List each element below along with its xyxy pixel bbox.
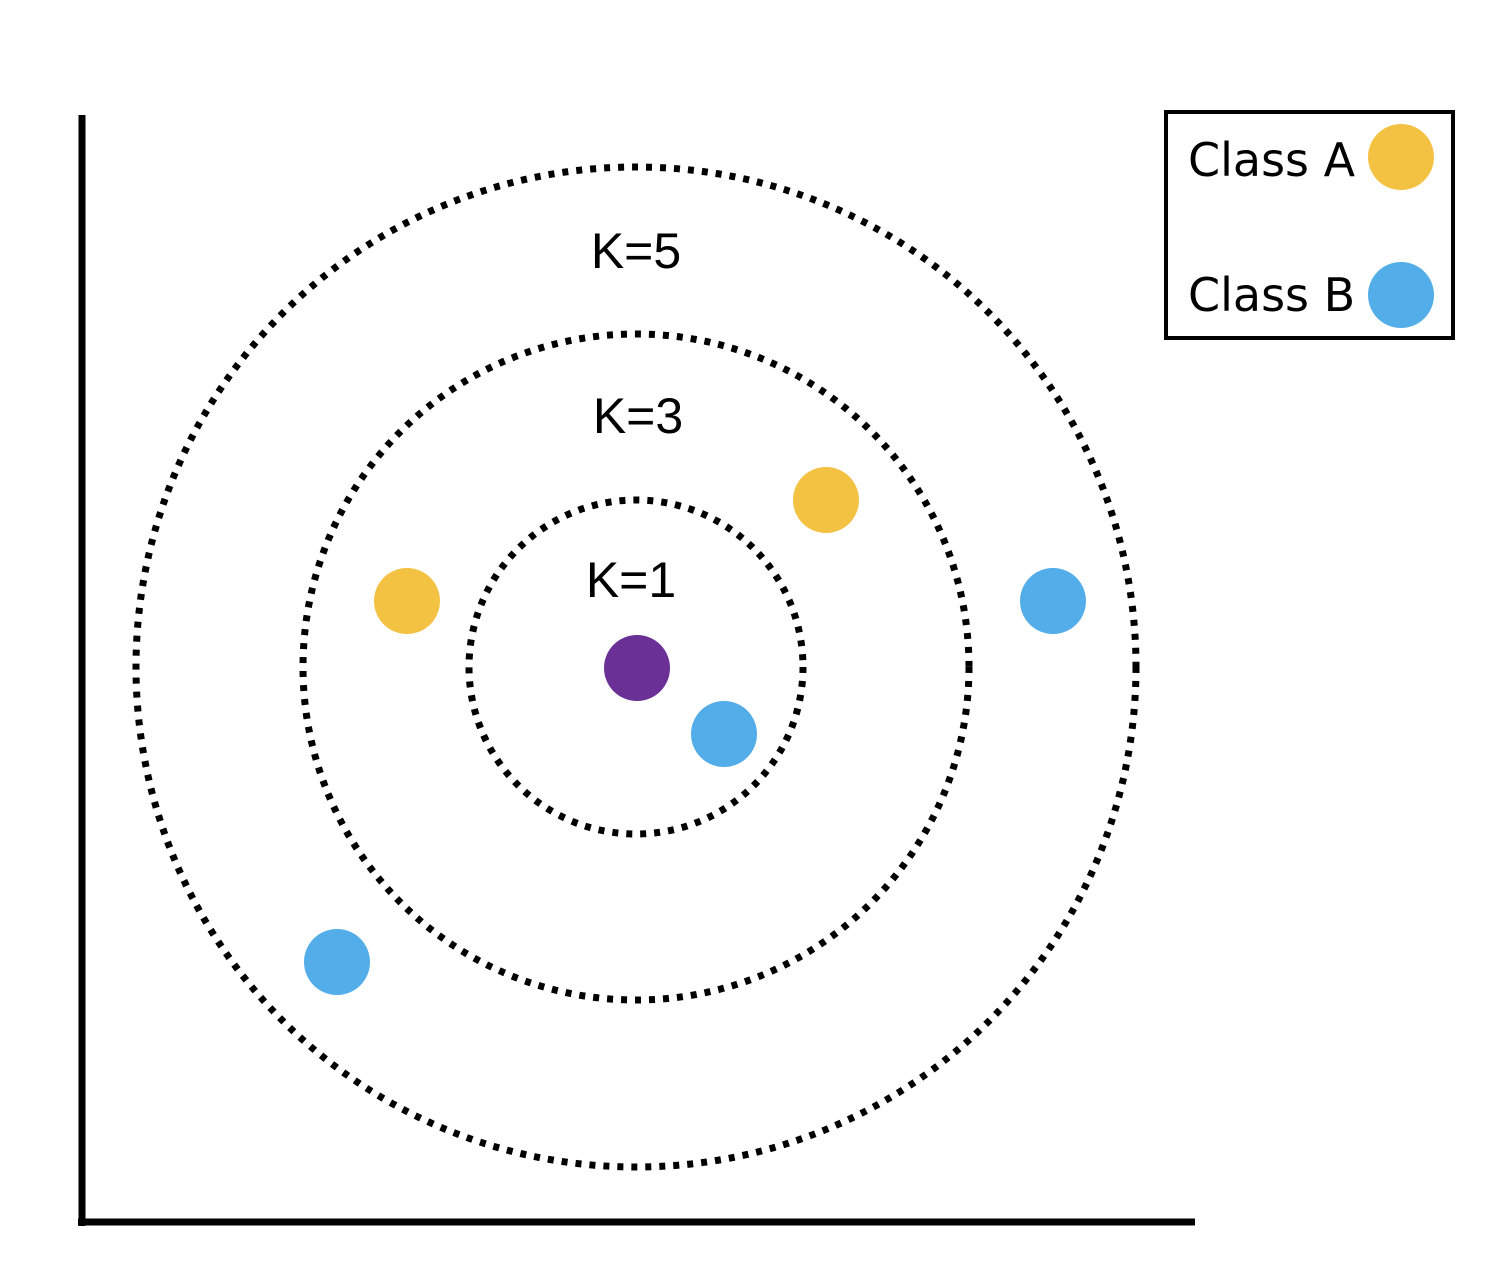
legend: Class A Class B: [1164, 110, 1455, 340]
ring-k1: [465, 496, 807, 838]
ring-k3: [299, 330, 973, 1004]
ring-label-k3: K=3: [593, 388, 683, 444]
legend-swatch-class-b: [1368, 262, 1434, 328]
class-a-point: [793, 467, 859, 533]
class-a-point: [374, 568, 440, 634]
class-b-point: [304, 929, 370, 995]
legend-label-class-b: Class B: [1188, 268, 1355, 322]
query-point: [604, 635, 670, 701]
legend-label-class-a: Class A: [1188, 133, 1356, 187]
ring-label-k5: K=5: [591, 223, 681, 279]
class-b-point: [691, 701, 757, 767]
data-points: [304, 467, 1086, 995]
legend-swatch-class-a: [1368, 124, 1434, 190]
ring-label-k1: K=1: [586, 552, 676, 608]
ring-k5: [132, 163, 1140, 1171]
class-b-point: [1020, 568, 1086, 634]
neighborhood-rings: K=1 K=3 K=5: [132, 163, 1140, 1171]
